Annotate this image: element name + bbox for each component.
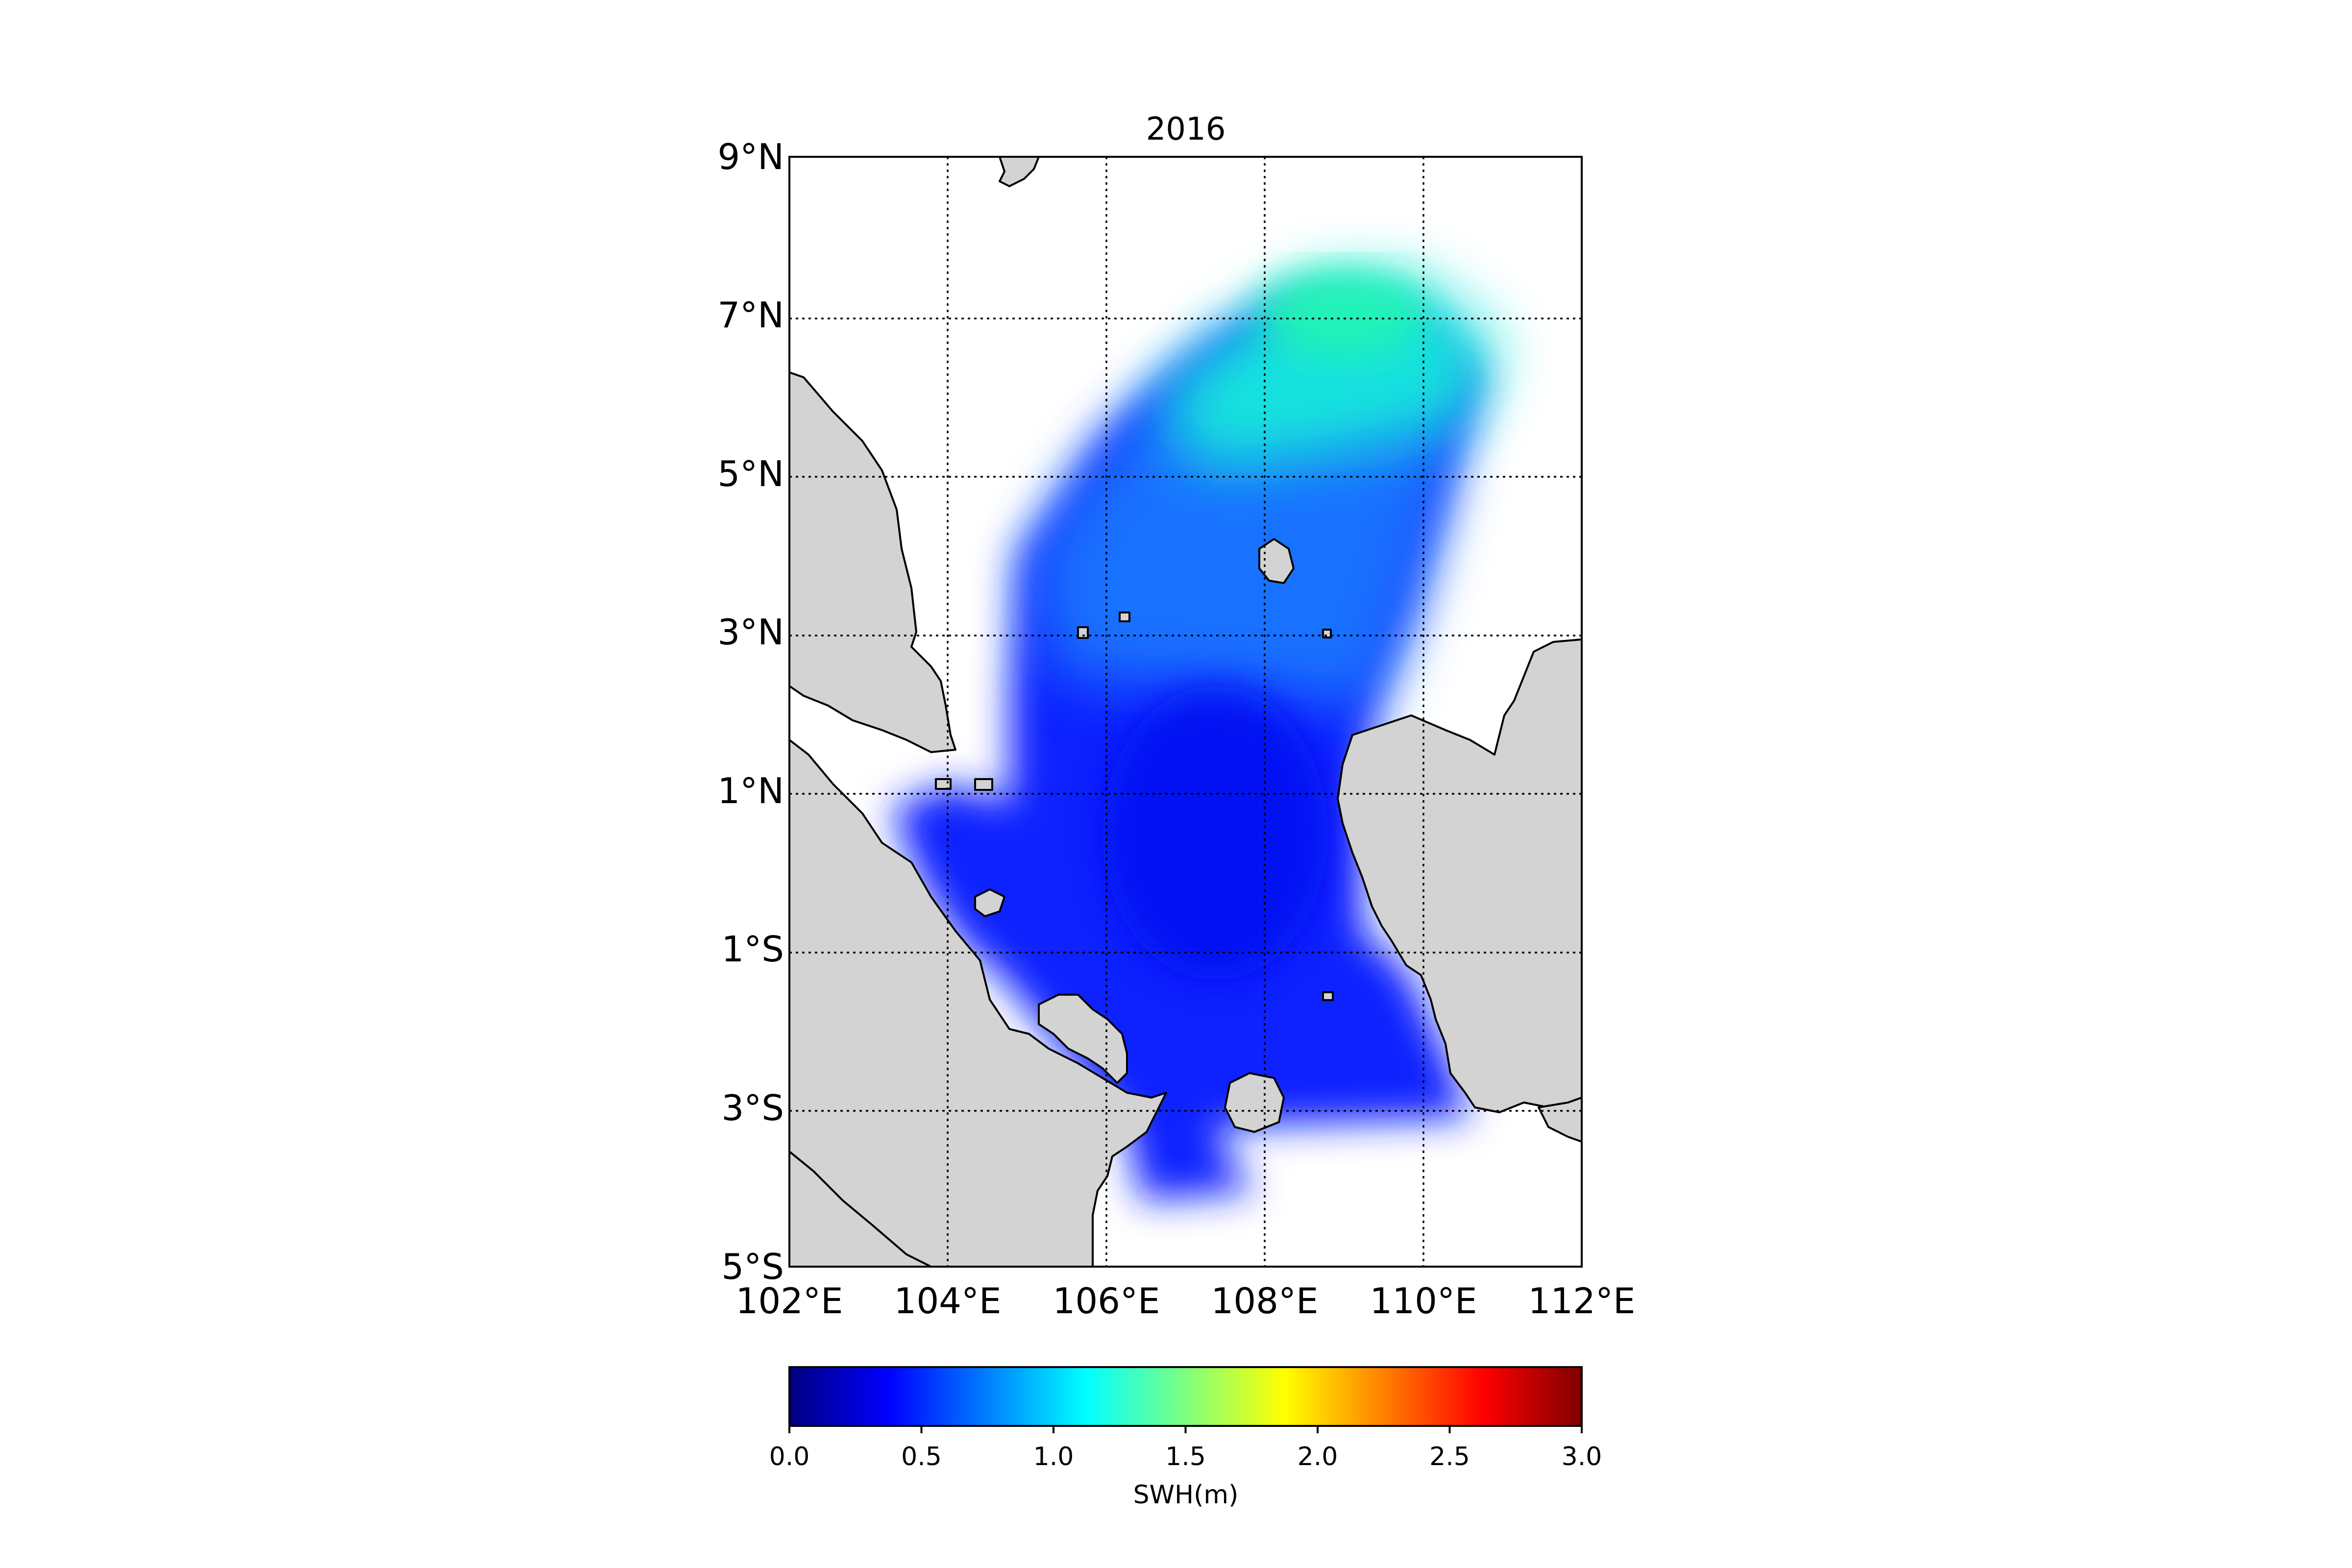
lat-tick-labels: 9°N 7°N 5°N 3°N 1°N 1°S 3°S 5°S — [717, 136, 784, 1287]
colorbar-tick-label: 2.5 — [1429, 1442, 1470, 1471]
lat-tick-label: 1°N — [717, 770, 784, 811]
colorbar: 0.0 0.5 1.0 1.5 2.0 2.5 3.0 SWH(m) — [769, 1366, 1602, 1510]
lon-tick-label: 106°E — [1053, 1280, 1160, 1322]
island-riau-2 — [974, 778, 993, 791]
swh-field-lowcore — [1102, 686, 1328, 980]
swh-field — [892, 270, 1499, 1200]
lon-tick-label: 108°E — [1211, 1280, 1319, 1322]
map-title: 2016 — [1146, 111, 1226, 147]
lon-tick-label: 110°E — [1370, 1280, 1477, 1322]
colorbar-tick-label: 1.5 — [1165, 1442, 1206, 1471]
lat-tick-label: 3°S — [721, 1087, 784, 1128]
land-lingga — [974, 888, 1005, 917]
island-anambas-1 — [1077, 626, 1089, 639]
land-java-east — [1538, 1097, 1582, 1143]
gridlines — [789, 157, 1582, 1267]
colorbar-bar — [788, 1366, 1583, 1427]
lat-tick-label: 9°N — [717, 136, 784, 177]
swh-field-peak — [1259, 270, 1426, 358]
map-frame — [788, 156, 1583, 1268]
land-malay-peninsula — [789, 371, 956, 753]
colorbar-tick-labels: 0.0 0.5 1.0 1.5 2.0 2.5 3.0 — [769, 1442, 1602, 1471]
colorbar-ticks — [788, 1426, 1583, 1433]
colorbar-label: SWH(m) — [1133, 1480, 1239, 1510]
lat-tick-label: 5°N — [717, 453, 784, 494]
lat-tick-label: 1°S — [721, 929, 784, 970]
land-sumatra-south — [789, 1151, 932, 1267]
island-anambas-2 — [1119, 612, 1130, 622]
island-serutu — [1322, 991, 1334, 1001]
colorbar-tick-label: 3.0 — [1562, 1442, 1602, 1471]
lat-tick-label: 5°S — [721, 1246, 784, 1287]
land-natuna — [1258, 538, 1295, 584]
lon-tick-label: 112°E — [1528, 1280, 1636, 1322]
colorbar-tick-label: 1.0 — [1033, 1442, 1074, 1471]
land-bangka — [1038, 994, 1128, 1084]
lat-tick-label: 3°N — [717, 612, 784, 653]
lat-tick-label: 7°N — [717, 294, 784, 336]
colorbar-tick-label: 0.5 — [901, 1442, 942, 1471]
colorbar-tick-label: 2.0 — [1298, 1442, 1338, 1471]
lon-tick-labels: 102°E 104°E 106°E 108°E 110°E 112°E — [736, 1280, 1636, 1322]
colorbar-tick-label: 0.0 — [769, 1442, 810, 1471]
map-area — [789, 157, 1582, 1267]
land-belitung — [1224, 1072, 1285, 1133]
lon-tick-label: 104°E — [894, 1280, 1002, 1322]
land-thai-coast — [999, 157, 1040, 187]
lon-tick-label: 102°E — [736, 1280, 843, 1322]
land-borneo — [1337, 638, 1582, 1123]
land — [789, 157, 1582, 1267]
